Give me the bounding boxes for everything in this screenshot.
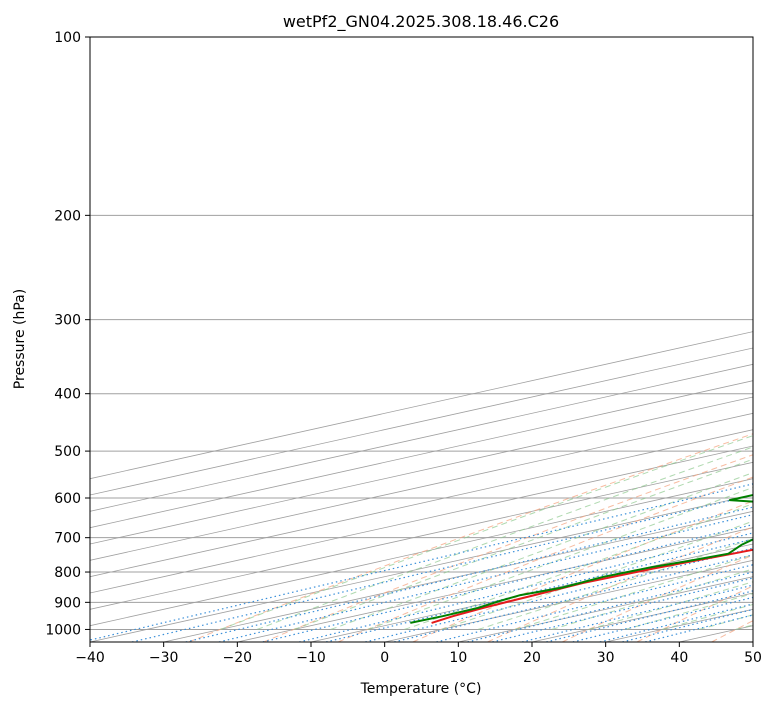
x-tick-label: 20 — [523, 650, 541, 666]
y-tick-label: 500 — [54, 444, 81, 460]
y-tick-label: 900 — [54, 595, 81, 611]
x-tick-label: −30 — [149, 650, 179, 666]
y-tick-label: 300 — [54, 313, 81, 329]
y-tick-label: 600 — [54, 491, 81, 507]
y-tick-label: 1000 — [45, 622, 81, 638]
y-tick-label: 800 — [54, 565, 81, 581]
x-tick-label: 50 — [744, 650, 762, 666]
x-axis-title: Temperature (°C) — [360, 681, 482, 697]
y-tick-label: 200 — [54, 208, 81, 224]
x-tick-label: 30 — [597, 650, 615, 666]
x-tick-label: 10 — [449, 650, 467, 666]
y-tick-label: 100 — [54, 30, 81, 46]
chart-title: wetPf2_GN04.2025.308.18.46.C26 — [283, 12, 559, 32]
y-axis-title: Pressure (hPa) — [12, 289, 28, 389]
y-tick-label: 700 — [54, 531, 81, 547]
x-tick-label: 0 — [380, 650, 389, 666]
y-tick-label: 400 — [54, 387, 81, 403]
x-tick-label: 40 — [670, 650, 688, 666]
x-tick-label: −40 — [75, 650, 105, 666]
x-tick-label: −10 — [296, 650, 326, 666]
x-tick-label: −20 — [223, 650, 253, 666]
